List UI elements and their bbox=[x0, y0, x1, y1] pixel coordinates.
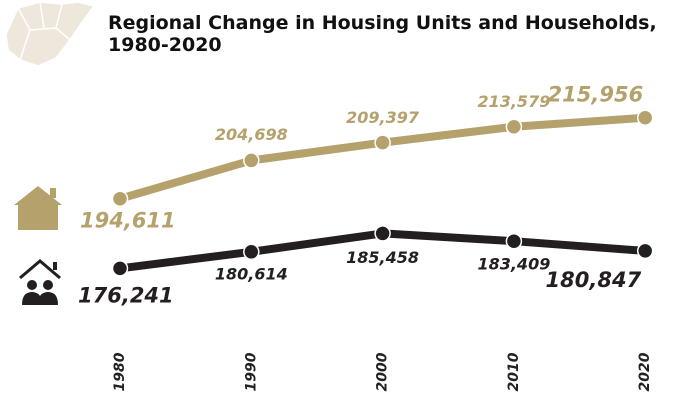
data-point bbox=[374, 134, 391, 151]
data-point bbox=[505, 232, 523, 250]
data-point bbox=[505, 118, 523, 135]
x-tick-label: 2020 bbox=[637, 352, 653, 391]
series-line bbox=[118, 113, 646, 203]
data-label: 176,241 bbox=[78, 283, 174, 307]
data-point bbox=[636, 242, 654, 260]
x-tick-label: 2000 bbox=[375, 352, 391, 391]
x-tick-label: 1980 bbox=[112, 352, 128, 391]
map-icon bbox=[5, 1, 96, 67]
house-icon bbox=[14, 186, 62, 230]
household-icon bbox=[19, 259, 61, 305]
data-point bbox=[111, 190, 129, 207]
data-label: 215,956 bbox=[548, 83, 644, 107]
data-label: 183,409 bbox=[477, 255, 550, 274]
data-label: 180,847 bbox=[546, 268, 642, 292]
data-label: 185,458 bbox=[346, 248, 419, 267]
data-label: 194,611 bbox=[80, 209, 176, 233]
data-point bbox=[243, 243, 260, 261]
data-point bbox=[636, 109, 654, 126]
x-tick-label: 1990 bbox=[243, 352, 259, 391]
data-label: 209,397 bbox=[346, 108, 420, 127]
data-point bbox=[374, 225, 391, 242]
data-label: 204,698 bbox=[215, 125, 288, 144]
x-tick-label: 2010 bbox=[506, 352, 522, 391]
data-label: 213,579 bbox=[477, 92, 550, 111]
data-label: 180,614 bbox=[215, 264, 288, 283]
data-point bbox=[243, 152, 260, 169]
chart-title: Regional Change in Housing Units and Hou… bbox=[108, 12, 657, 56]
data-point bbox=[111, 260, 129, 277]
